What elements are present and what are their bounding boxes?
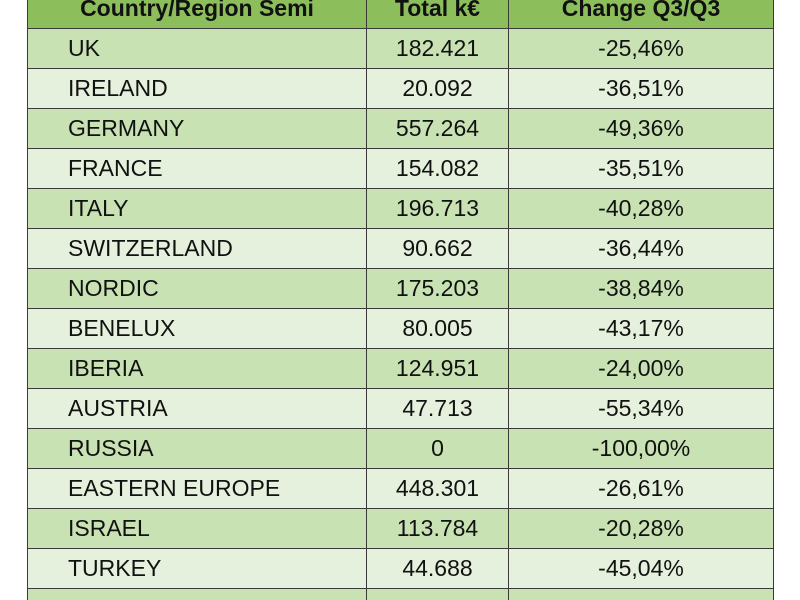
table-cell: 20.092 [366, 68, 509, 109]
table-cell-cut [508, 588, 774, 600]
table-cell-cut [366, 588, 509, 600]
table-cell: -35,51% [508, 148, 774, 189]
table-cell-cut [27, 588, 367, 600]
table-cell: 196.713 [366, 188, 509, 229]
table-cell: -25,46% [508, 28, 774, 69]
table-cell: IBERIA [27, 348, 367, 389]
table-cell: 124.951 [366, 348, 509, 389]
table-cell: EASTERN EUROPE [27, 468, 367, 509]
table-cell: 47.713 [366, 388, 509, 429]
table-cell: -36,44% [508, 228, 774, 269]
table-cell: TURKEY [27, 548, 367, 589]
table-cell: -24,00% [508, 348, 774, 389]
table-cell: -36,51% [508, 68, 774, 109]
table-cell: -100,00% [508, 428, 774, 469]
table-cell: 44.688 [366, 548, 509, 589]
table-cell: GERMANY [27, 108, 367, 149]
table-cell: 448.301 [366, 468, 509, 509]
table-cell: 154.082 [366, 148, 509, 189]
table-cell: 113.784 [366, 508, 509, 549]
table-cell: AUSTRIA [27, 388, 367, 429]
table-cell: SWITZERLAND [27, 228, 367, 269]
table-cell: NORDIC [27, 268, 367, 309]
table-cell: 80.005 [366, 308, 509, 349]
table-cell: 90.662 [366, 228, 509, 269]
table-cell: -45,04% [508, 548, 774, 589]
table-cell: -40,28% [508, 188, 774, 229]
table-cell: FRANCE [27, 148, 367, 189]
table-cell: -26,61% [508, 468, 774, 509]
header-cell: Change Q3/Q3 [508, 0, 774, 29]
table-cell: BENELUX [27, 308, 367, 349]
table-cell: -43,17% [508, 308, 774, 349]
table-cell: -38,84% [508, 268, 774, 309]
table-cell: -49,36% [508, 108, 774, 149]
table-cell: RUSSIA [27, 428, 367, 469]
table-cell: 0 [366, 428, 509, 469]
header-cell: Total k€ [366, 0, 509, 29]
header-cell: Country/Region Semi [27, 0, 367, 29]
table-cell: UK [27, 28, 367, 69]
table-cell: ITALY [27, 188, 367, 229]
table-cell: -20,28% [508, 508, 774, 549]
table-cell: ISRAEL [27, 508, 367, 549]
table-cell: 182.421 [366, 28, 509, 69]
table-cell: -55,34% [508, 388, 774, 429]
table-cell: 557.264 [366, 108, 509, 149]
table-cell: 175.203 [366, 268, 509, 309]
table-cell: IRELAND [27, 68, 367, 109]
